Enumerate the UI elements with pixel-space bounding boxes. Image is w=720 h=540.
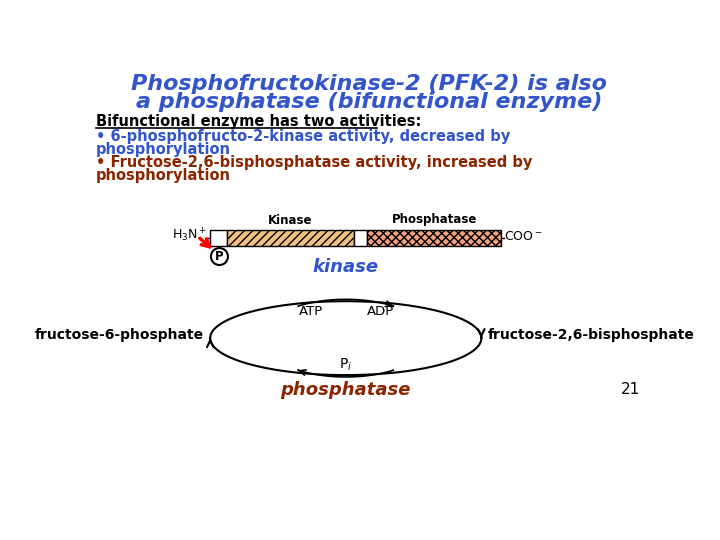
Text: Phosphatase: Phosphatase xyxy=(392,213,477,226)
Text: H$_3$N$^+$: H$_3$N$^+$ xyxy=(172,227,207,245)
Text: Kinase: Kinase xyxy=(268,213,312,226)
Text: • 6-phosphofructo-2-kinase activity, decreased by: • 6-phosphofructo-2-kinase activity, dec… xyxy=(96,129,510,144)
Text: Bifunctional enzyme has two activities:: Bifunctional enzyme has two activities: xyxy=(96,114,422,129)
Text: kinase: kinase xyxy=(312,258,379,275)
Text: phosphorylation: phosphorylation xyxy=(96,142,231,157)
Text: fructose-6-phosphate: fructose-6-phosphate xyxy=(35,328,204,342)
Bar xyxy=(210,231,228,246)
Text: ADP: ADP xyxy=(367,305,395,318)
Text: a phosphatase (bifunctional enzyme): a phosphatase (bifunctional enzyme) xyxy=(136,92,602,112)
Text: P: P xyxy=(215,250,224,263)
Text: • Fructose-2,6-bisphosphatase activity, increased by: • Fructose-2,6-bisphosphatase activity, … xyxy=(96,155,533,170)
Text: Phosphofructokinase-2 (PFK-2) is also: Phosphofructokinase-2 (PFK-2) is also xyxy=(131,74,607,94)
Text: phosphorylation: phosphorylation xyxy=(96,168,231,183)
Bar xyxy=(354,231,367,246)
Bar xyxy=(367,231,500,246)
Text: P$_i$: P$_i$ xyxy=(339,357,352,373)
Circle shape xyxy=(211,248,228,265)
Text: phosphatase: phosphatase xyxy=(281,381,411,399)
Text: ATP: ATP xyxy=(299,305,323,318)
Text: 21: 21 xyxy=(621,382,640,397)
Text: fructose-2,6-bisphosphate: fructose-2,6-bisphosphate xyxy=(487,328,695,342)
Bar xyxy=(228,231,354,246)
Text: COO$^-$: COO$^-$ xyxy=(504,230,542,243)
